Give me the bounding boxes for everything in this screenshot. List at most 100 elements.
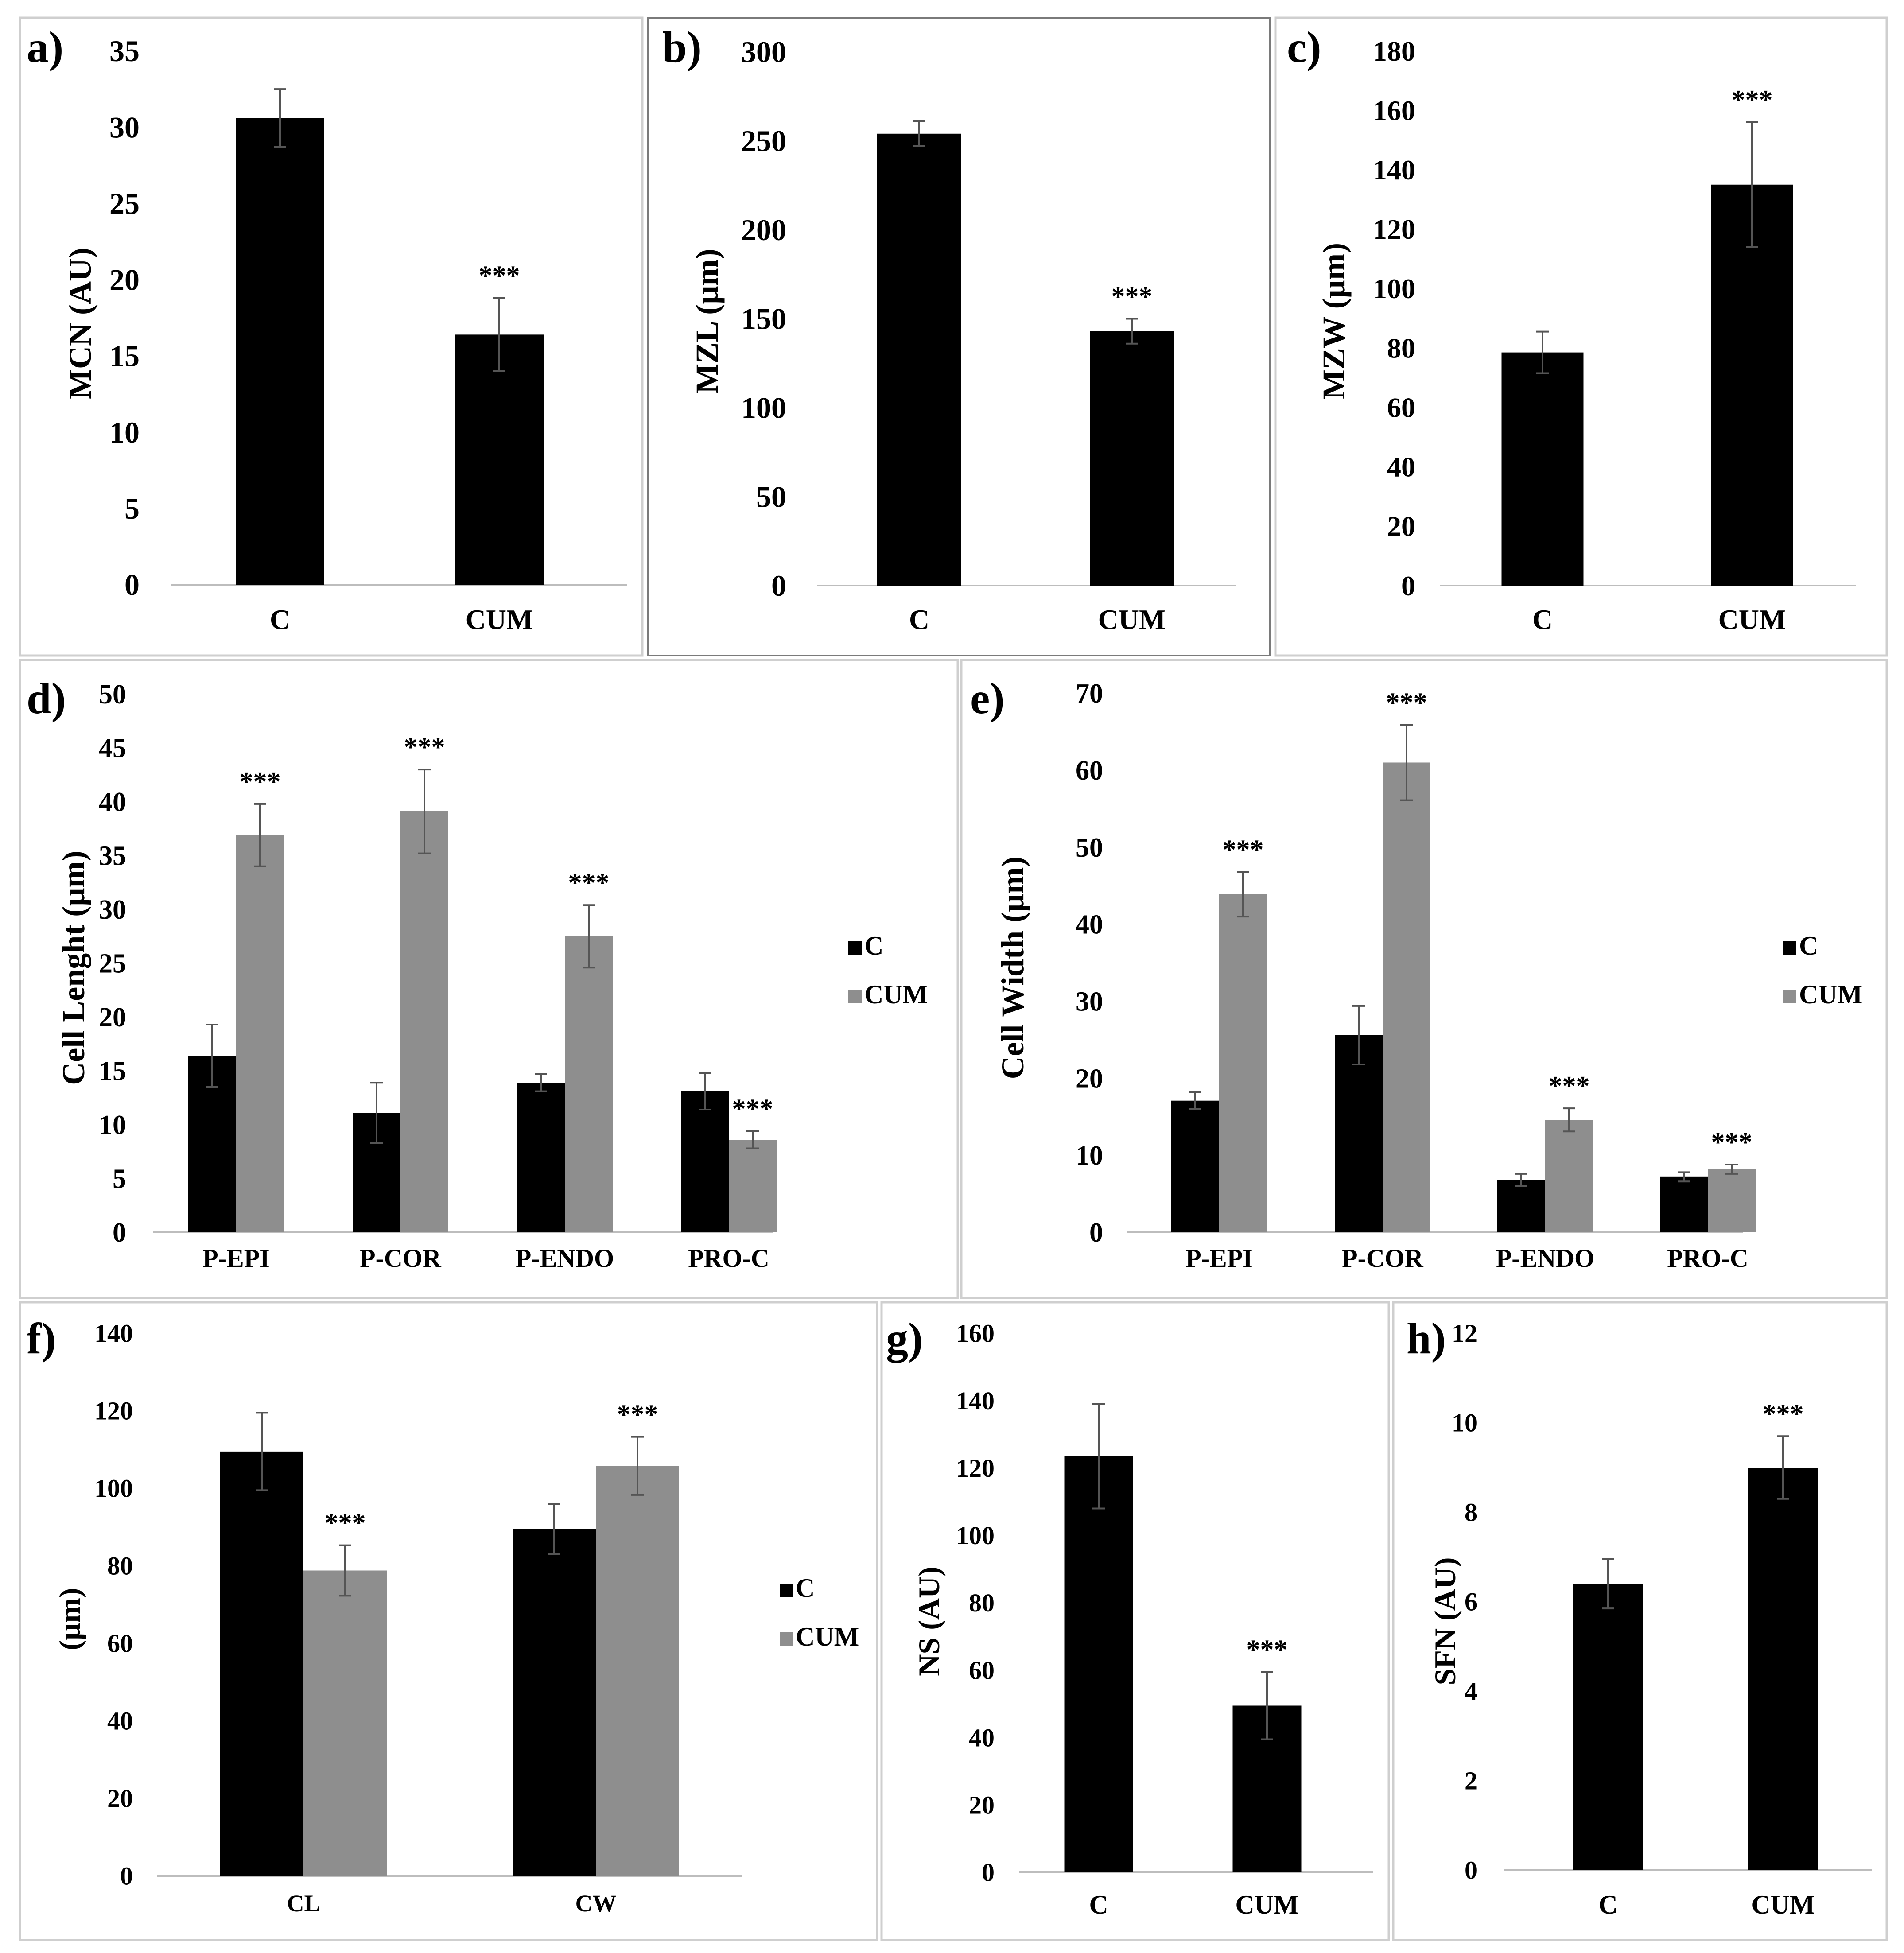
panel-h-plot: 0 2 4 6 8 10 12 C *** CUM <box>1452 1319 1872 1919</box>
panel-c-bar-cum <box>1711 184 1793 586</box>
panel-b-category-label: CUM <box>1098 604 1166 635</box>
panel-f-plot: 0 20 40 60 80 100 120 140 *** CL *** CW C CUM <box>94 1319 859 1917</box>
panel-e-frame <box>960 659 1888 1299</box>
panel-a-ytick-label: 15 <box>109 339 140 373</box>
panel-e-legend-swatch-cum <box>1783 990 1796 1003</box>
panel-a-plot: 0 5 10 15 20 25 30 35 C *** CUM <box>109 34 627 635</box>
panel-f: f) (µm) 0 20 40 60 80 100 120 140 *** CL *** CW C CUM <box>19 1301 878 1941</box>
panel-f-letter: f) <box>27 1314 56 1363</box>
panel-a-ytick-label: 20 <box>109 263 140 297</box>
panel-f-bar-cl-cum <box>303 1570 387 1876</box>
panel-a-ytick-label: 10 <box>109 415 140 449</box>
panel-g-letter: g) <box>886 1314 923 1363</box>
panel-f-ytick-label: 60 <box>107 1629 133 1658</box>
panel-c-ytick-label: 100 <box>1373 273 1415 304</box>
panel-d-bar-pro-c-c <box>681 1091 729 1232</box>
panel-g-ytick-label: 140 <box>956 1386 995 1415</box>
panel-b-bar-c <box>877 133 961 586</box>
panel-c-ytick-label: 0 <box>1401 570 1415 602</box>
panel-d-ytick-label: 20 <box>99 1002 126 1033</box>
panel-d-category-label: P-COR <box>360 1244 442 1273</box>
panel-g-ytick-label: 80 <box>969 1588 995 1617</box>
panel-c-category-label: C <box>1532 604 1553 635</box>
panel-g-frame <box>880 1301 1390 1941</box>
panel-f-legend-label: C <box>796 1573 815 1603</box>
panel-d-bar-pro-c-cum <box>729 1140 777 1232</box>
panel-f-ytick-label: 20 <box>107 1784 133 1813</box>
panel-h-ytick-label: 8 <box>1465 1498 1477 1527</box>
panel-c-ytick-label: 40 <box>1387 451 1415 483</box>
panel-e-significance-label: *** <box>1711 1127 1752 1157</box>
panel-e-plot: 0 10 20 30 40 50 60 70 *** P-EPI *** P-COR *** P-ENDO… <box>1076 679 1862 1273</box>
panel-d-significance-label: *** <box>568 868 610 898</box>
panel-f-significance-label: *** <box>325 1508 366 1538</box>
panel-e-bar-pro-c-cum <box>1708 1169 1756 1232</box>
panel-e-ytick-label: 50 <box>1076 833 1103 863</box>
panel-e-legend-label: CUM <box>1799 980 1862 1009</box>
panel-e-legend-label: C <box>1799 931 1818 960</box>
panel-f-category-label: CL <box>287 1890 320 1917</box>
panel-f-category-label: CW <box>575 1890 617 1917</box>
panel-f-bar-cw-c <box>513 1529 596 1876</box>
panel-d-bar-p-endo-c <box>517 1083 565 1232</box>
panel-e-ytick-label: 0 <box>1089 1218 1103 1248</box>
panel-d-significance-label: *** <box>732 1094 773 1124</box>
panel-c-significance-label: *** <box>1732 85 1773 115</box>
panel-d-frame <box>19 659 959 1299</box>
panel-g: g) NS (AU) 0 20 40 60 80 100 120 140 160 C *** CUM <box>880 1301 1390 1941</box>
panel-c-category-label: CUM <box>1718 604 1786 635</box>
panel-d-legend-swatch-cum <box>848 990 862 1003</box>
panel-a-ylabel: MCN (AU) <box>62 248 98 399</box>
panel-h-bar-c <box>1573 1584 1643 1870</box>
panel-h-ytick-label: 0 <box>1465 1856 1477 1885</box>
panel-e-category-label: P-ENDO <box>1496 1244 1594 1273</box>
panel-d-ytick-label: 25 <box>99 949 126 979</box>
panel-c-ylabel: MZW (µm) <box>1316 243 1352 400</box>
panel-a-category-label: CUM <box>466 604 533 635</box>
panel-h-ytick-label: 4 <box>1465 1677 1477 1706</box>
panel-f-legend-swatch-c <box>780 1584 793 1597</box>
panel-g-ytick-label: 160 <box>956 1319 995 1348</box>
panel-h-ytick-label: 12 <box>1452 1319 1477 1348</box>
panel-h-ytick-label: 10 <box>1452 1409 1477 1437</box>
panel-c-ytick-label: 80 <box>1387 332 1415 364</box>
panel-d-ytick-label: 10 <box>99 1110 126 1140</box>
panel-c-ytick-label: 180 <box>1373 35 1415 67</box>
panel-b-ytick-label: 50 <box>756 480 786 513</box>
panel-d-legend-label: CUM <box>864 980 928 1009</box>
panel-c-ytick-label: 140 <box>1373 154 1415 186</box>
panel-a-bar-cum <box>455 334 544 585</box>
panel-g-ytick-label: 120 <box>956 1454 995 1483</box>
panel-g-ylabel: NS (AU) <box>912 1566 946 1676</box>
panel-d-category-label: P-EPI <box>202 1244 269 1273</box>
panel-f-ytick-label: 80 <box>107 1552 133 1580</box>
panel-e-significance-label: *** <box>1223 835 1264 865</box>
panel-g-category-label: CUM <box>1235 1890 1298 1919</box>
panel-d-ytick-label: 45 <box>99 734 126 764</box>
panel-g-plot: 0 20 40 60 80 100 120 140 160 C *** CUM <box>956 1319 1373 1919</box>
panel-h-category-label: CUM <box>1751 1890 1815 1919</box>
panel-e-significance-label: *** <box>1386 687 1427 718</box>
panel-c-frame <box>1274 16 1888 657</box>
panel-f-bar-cw-cum <box>596 1466 679 1876</box>
panel-g-category-label: C <box>1089 1890 1108 1919</box>
panel-a-bar-c <box>236 118 324 585</box>
panel-d-bar-p-endo-cum <box>565 936 613 1232</box>
panel-e-ytick-label: 30 <box>1076 987 1103 1017</box>
panel-e-bar-p-endo-cum <box>1545 1120 1593 1232</box>
panel-d-ytick-label: 0 <box>113 1218 126 1248</box>
panel-e-ytick-label: 40 <box>1076 910 1103 940</box>
panel-e-bar-p-cor-c <box>1335 1035 1383 1232</box>
panel-a-significance-label: *** <box>479 261 520 291</box>
panel-h-bar-cum <box>1748 1468 1818 1870</box>
panel-f-ytick-label: 0 <box>120 1862 133 1891</box>
panel-b-ylabel: MZL (µm) <box>689 248 725 393</box>
panel-a-ytick-label: 5 <box>124 492 140 525</box>
panel-b-frame <box>647 17 1271 656</box>
panel-a-ytick-label: 30 <box>109 110 140 144</box>
panel-c-ytick-label: 120 <box>1373 214 1415 245</box>
panel-b-category-label: C <box>909 604 929 635</box>
panel-d-ytick-label: 15 <box>99 1056 126 1087</box>
panel-c: c) MZW (µm) 0 20 40 60 80 100 120 140 160 180 C ***… <box>1274 16 1888 657</box>
